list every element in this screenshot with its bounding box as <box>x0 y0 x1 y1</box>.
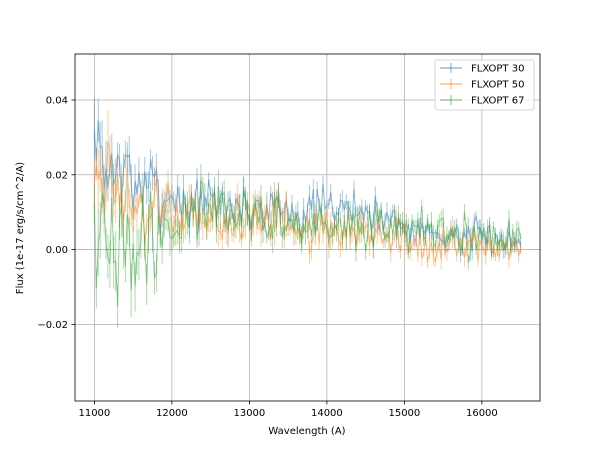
legend-box <box>434 59 535 111</box>
y-tick-label: 0.00 <box>46 245 68 256</box>
x-tick-label: 15000 <box>388 408 420 419</box>
legend: FLXOPT 30 FLXOPT 50 FLXOPT 67 <box>434 59 535 111</box>
y-axis-label: Flux (1e-17 erg/s/cm^2/A) <box>15 162 26 294</box>
axes-frame <box>74 53 541 402</box>
y-tick-label: −0.02 <box>37 320 68 331</box>
legend-label: FLXOPT 50 <box>471 80 524 91</box>
x-tick-label: 13000 <box>233 408 265 419</box>
y-axis: −0.02 0.00 0.02 0.04 <box>37 95 75 331</box>
x-axis: 11000 12000 13000 14000 15000 16000 <box>78 401 498 419</box>
series-flxopt-67 <box>93 163 522 328</box>
x-tick-label: 12000 <box>156 408 188 419</box>
y-tick-label: 0.04 <box>46 95 68 106</box>
series-line <box>93 180 522 307</box>
series-line <box>93 140 522 263</box>
legend-label: FLXOPT 67 <box>471 96 524 107</box>
x-tick-label: 11000 <box>78 408 110 419</box>
y-tick-label: 0.02 <box>46 170 68 181</box>
x-tick-label: 14000 <box>311 408 343 419</box>
x-tick-label: 16000 <box>466 408 498 419</box>
legend-label: FLXOPT 30 <box>471 64 524 75</box>
series-flxopt-50 <box>93 110 522 271</box>
plot-area <box>93 98 522 328</box>
x-axis-label: Wavelength (A) <box>268 426 345 437</box>
